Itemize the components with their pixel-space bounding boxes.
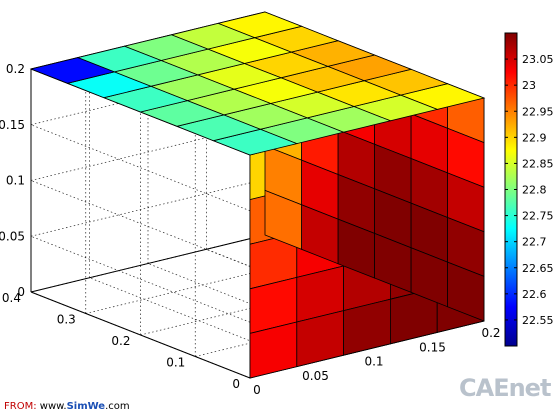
colorbar-tick-label: 22.65 bbox=[522, 262, 554, 275]
credit-url[interactable]: www.SimWe.com bbox=[40, 401, 130, 412]
colorbar-tick-label: 22.55 bbox=[522, 314, 554, 327]
y-tick-label: 0.2 bbox=[111, 334, 130, 348]
z-tick-label: 0.2 bbox=[6, 62, 25, 76]
voxel-cube bbox=[29, 11, 486, 379]
credit-url-prefix: www. bbox=[39, 401, 67, 412]
grid-line bbox=[89, 277, 309, 365]
grid-line bbox=[30, 178, 266, 237]
x-tick-label: 0.15 bbox=[419, 340, 446, 354]
y-tick-label: 0.3 bbox=[57, 313, 76, 327]
axis-edge bbox=[30, 234, 266, 293]
x-tick-label: 0.2 bbox=[481, 326, 500, 340]
z-tick-label: 0.15 bbox=[0, 118, 25, 132]
colorbar-tick-label: 22.8 bbox=[522, 184, 547, 197]
grid-line bbox=[147, 263, 368, 350]
z-tick-label: 0 bbox=[17, 285, 25, 299]
axes-ticks: 00.050.10.150.200.10.20.30.400.050.10.15… bbox=[0, 62, 501, 397]
colorbar: 22.55 22.6 22.65 22.7 22.75 22.8 22.85 22.9 22.9… bbox=[504, 32, 554, 347]
x-tick-label: 0.1 bbox=[364, 355, 383, 369]
colorbar-tick-label: 22.9 bbox=[522, 131, 547, 144]
colorbar-tick-label: 22.95 bbox=[522, 105, 554, 118]
z-tick-label: 0.05 bbox=[0, 229, 25, 243]
source-credit: FROM: www.SimWe.com bbox=[4, 401, 130, 412]
colorbar-tick-label: 22.7 bbox=[522, 236, 547, 249]
grid-line bbox=[206, 248, 426, 336]
grid-line bbox=[30, 235, 251, 323]
watermark-logo: CAEnet bbox=[459, 374, 551, 402]
credit-url-brand: SimWe bbox=[66, 401, 106, 412]
y-tick-label: 0.4 bbox=[2, 291, 21, 305]
voxel-face-top bbox=[29, 57, 116, 84]
y-tick-label: 0 bbox=[232, 377, 240, 391]
x-tick-label: 0 bbox=[253, 383, 261, 397]
colorbar-tick-label: 22.6 bbox=[522, 288, 547, 301]
y-tick-label: 0.1 bbox=[166, 356, 185, 370]
colorbar-tick-label: 23.05 bbox=[522, 53, 554, 66]
z-tick-label: 0.1 bbox=[6, 174, 25, 188]
credit-label: FROM: bbox=[4, 401, 37, 412]
colorbar-tick-label: 22.85 bbox=[522, 157, 554, 170]
axis-edge bbox=[30, 291, 251, 379]
grid-line bbox=[30, 124, 251, 212]
colorbar-tick-label: 23 bbox=[522, 79, 536, 92]
voxel-face-front bbox=[264, 189, 302, 250]
credit-url-suffix: .com bbox=[105, 401, 130, 412]
grid-line bbox=[30, 180, 251, 267]
colorbar-tick-label: 22.75 bbox=[522, 210, 554, 223]
x-tick-label: 0.05 bbox=[302, 369, 329, 383]
